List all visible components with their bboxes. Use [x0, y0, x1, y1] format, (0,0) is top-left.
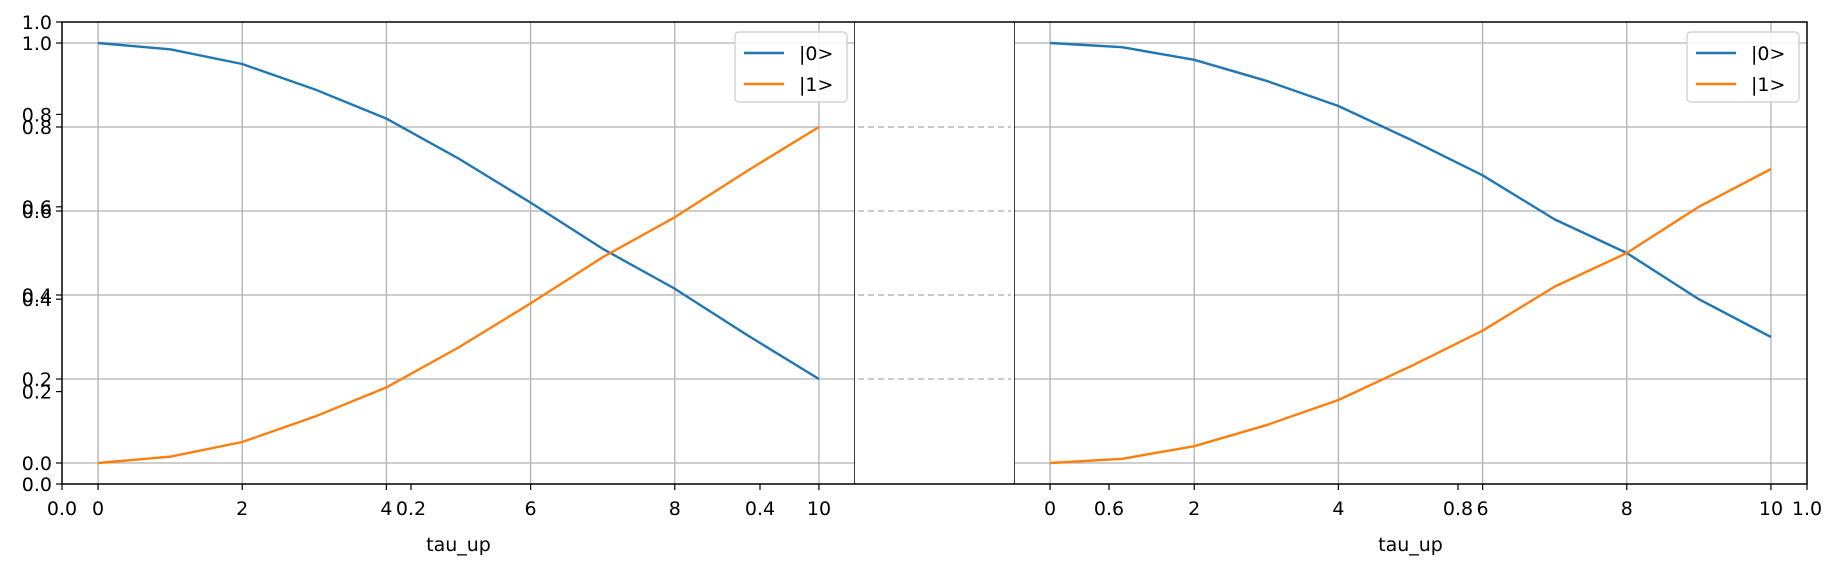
x-axis-label: tau_up: [426, 534, 491, 556]
y-tick-label: 1.0: [22, 33, 52, 55]
outer-xtick-label: 1.0: [1792, 498, 1822, 520]
legend-entry: |1>: [799, 74, 833, 96]
x-tick-label: 6: [1477, 498, 1489, 520]
outer-ytick-label: 1.0: [22, 12, 52, 34]
x-tick-label: 10: [807, 498, 831, 520]
outer-ytick-label: 0.6: [22, 197, 52, 219]
x-tick-label: 10: [1759, 498, 1783, 520]
plot-area-1: [62, 22, 855, 484]
middle-strip: [855, 22, 1014, 484]
series-line-state0: [1049, 41, 1772, 339]
x-tick-label: 6: [525, 498, 537, 520]
x-tick-label: 2: [236, 498, 248, 520]
x-tick-label: 8: [669, 498, 681, 520]
outer-xtick-label: 0.4: [745, 498, 775, 520]
plot-area-2: [1014, 22, 1807, 484]
outer-ytick-label: 0.2: [22, 382, 52, 404]
outer-ytick-label: 0.0: [22, 474, 52, 496]
y-tick-label: 0.2: [22, 369, 52, 391]
outer-xtick-label: 0.6: [1094, 498, 1124, 520]
x-tick-label: 0: [1044, 498, 1056, 520]
outer-ytick-label: 0.8: [22, 104, 52, 126]
series-line-state0: [97, 41, 820, 381]
y-tick-label: 0.8: [22, 117, 52, 139]
outer-xtick-label: 0.8: [1443, 498, 1473, 520]
y-tick-label: 0.4: [22, 285, 52, 307]
legend-entry: |0>: [799, 43, 833, 65]
legend-entry: |0>: [1751, 43, 1785, 65]
legend-entry: |1>: [1751, 74, 1785, 96]
outer-xtick-label: 0.0: [47, 498, 77, 520]
outer-ytick-label: 0.4: [22, 289, 52, 311]
y-tick-label: 0.0: [22, 453, 52, 475]
series-line-state1: [97, 125, 820, 465]
y-tick-label: 0.6: [22, 201, 52, 223]
outer-xtick-label: 0.2: [396, 498, 426, 520]
x-tick-label: 0: [92, 498, 104, 520]
x-tick-label: 4: [1332, 498, 1344, 520]
x-axis-label: tau_up: [1378, 534, 1443, 556]
x-tick-label: 8: [1621, 498, 1633, 520]
x-tick-label: 4: [380, 498, 392, 520]
x-tick-label: 2: [1188, 498, 1200, 520]
series-line-state1: [1049, 167, 1772, 465]
